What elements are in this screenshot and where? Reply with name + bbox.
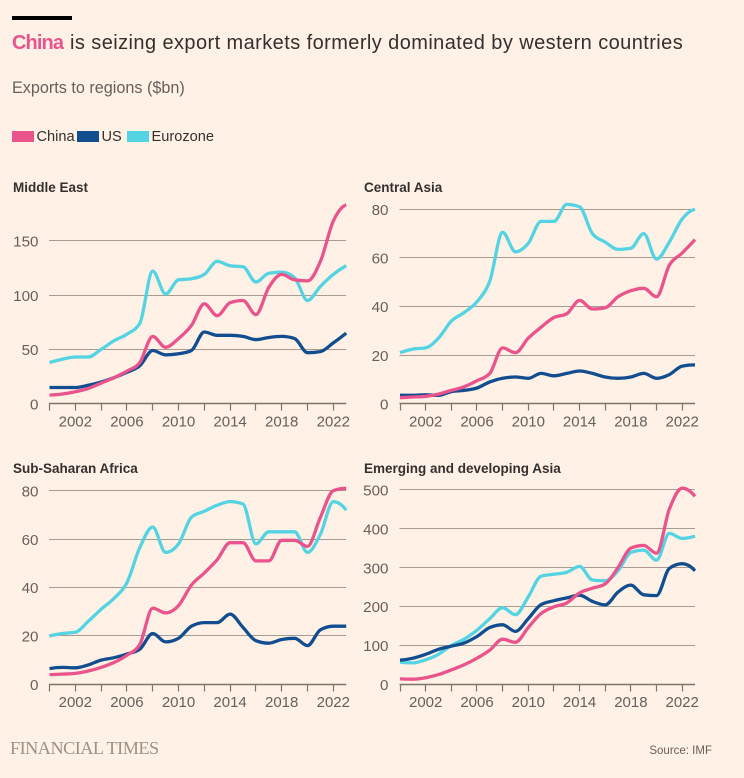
svg-text:2022: 2022 — [317, 414, 350, 431]
svg-text:40: 40 — [372, 299, 389, 316]
svg-text:400: 400 — [363, 521, 388, 538]
svg-text:2018: 2018 — [614, 414, 647, 431]
svg-text:2006: 2006 — [110, 694, 143, 711]
svg-text:200: 200 — [363, 599, 388, 616]
svg-text:2010: 2010 — [162, 694, 195, 711]
svg-text:2014: 2014 — [563, 414, 596, 431]
svg-text:2018: 2018 — [265, 694, 298, 711]
svg-text:2014: 2014 — [213, 414, 246, 431]
svg-text:20: 20 — [22, 629, 39, 646]
svg-text:300: 300 — [363, 560, 388, 577]
svg-text:20: 20 — [372, 348, 389, 365]
svg-text:2002: 2002 — [409, 694, 442, 711]
svg-text:2006: 2006 — [460, 414, 493, 431]
svg-text:0: 0 — [380, 677, 388, 694]
svg-text:2010: 2010 — [162, 414, 195, 431]
svg-text:Sub-Saharan Africa: Sub-Saharan Africa — [13, 461, 138, 476]
svg-text:2010: 2010 — [512, 414, 545, 431]
svg-text:2018: 2018 — [265, 414, 298, 431]
svg-text:2022: 2022 — [317, 694, 350, 711]
svg-text:Central Asia: Central Asia — [364, 180, 443, 195]
svg-text:Emerging and developing Asia: Emerging and developing Asia — [364, 461, 561, 476]
svg-text:0: 0 — [30, 677, 38, 694]
svg-text:Middle East: Middle East — [13, 180, 89, 195]
svg-text:500: 500 — [363, 483, 388, 500]
svg-text:150: 150 — [13, 233, 38, 250]
svg-text:2002: 2002 — [59, 414, 92, 431]
svg-text:0: 0 — [30, 397, 38, 414]
svg-text:80: 80 — [22, 483, 39, 500]
svg-text:50: 50 — [22, 342, 39, 359]
svg-text:2014: 2014 — [213, 694, 246, 711]
svg-text:2002: 2002 — [59, 694, 92, 711]
svg-text:2002: 2002 — [409, 414, 442, 431]
svg-text:2022: 2022 — [666, 414, 699, 431]
svg-text:2006: 2006 — [110, 414, 143, 431]
svg-text:2014: 2014 — [563, 694, 596, 711]
svg-text:0: 0 — [380, 397, 388, 414]
svg-text:60: 60 — [22, 532, 39, 549]
svg-text:2018: 2018 — [614, 694, 647, 711]
svg-text:80: 80 — [372, 202, 389, 219]
svg-text:100: 100 — [13, 288, 38, 305]
svg-text:100: 100 — [363, 638, 388, 655]
svg-text:2010: 2010 — [512, 694, 545, 711]
svg-text:40: 40 — [22, 580, 39, 597]
svg-text:2022: 2022 — [666, 694, 699, 711]
svg-text:60: 60 — [372, 251, 389, 268]
svg-text:2006: 2006 — [460, 694, 493, 711]
